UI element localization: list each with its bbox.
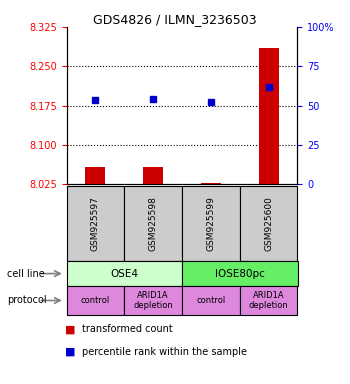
Bar [143,167,163,184]
Text: cell line: cell line [7,268,45,279]
Text: control: control [196,296,225,305]
Bar [85,167,105,184]
Bar [201,183,221,184]
Text: ARID1A
depletion: ARID1A depletion [133,291,173,310]
Text: control: control [81,296,110,305]
Text: transformed count: transformed count [82,324,173,334]
Text: GDS4826 / ILMN_3236503: GDS4826 / ILMN_3236503 [93,13,257,26]
Text: GSM925598: GSM925598 [149,196,158,251]
Text: OSE4: OSE4 [110,268,138,279]
Text: percentile rank within the sample: percentile rank within the sample [82,347,247,357]
Text: GSM925600: GSM925600 [264,196,273,251]
Text: GSM925599: GSM925599 [206,196,215,251]
Bar [259,48,279,184]
Text: protocol: protocol [7,295,47,306]
Text: ■: ■ [65,324,75,334]
Text: IOSE80pc: IOSE80pc [215,268,265,279]
Text: ARID1A
depletion: ARID1A depletion [249,291,288,310]
Text: GSM925597: GSM925597 [91,196,100,251]
Text: ■: ■ [65,347,75,357]
